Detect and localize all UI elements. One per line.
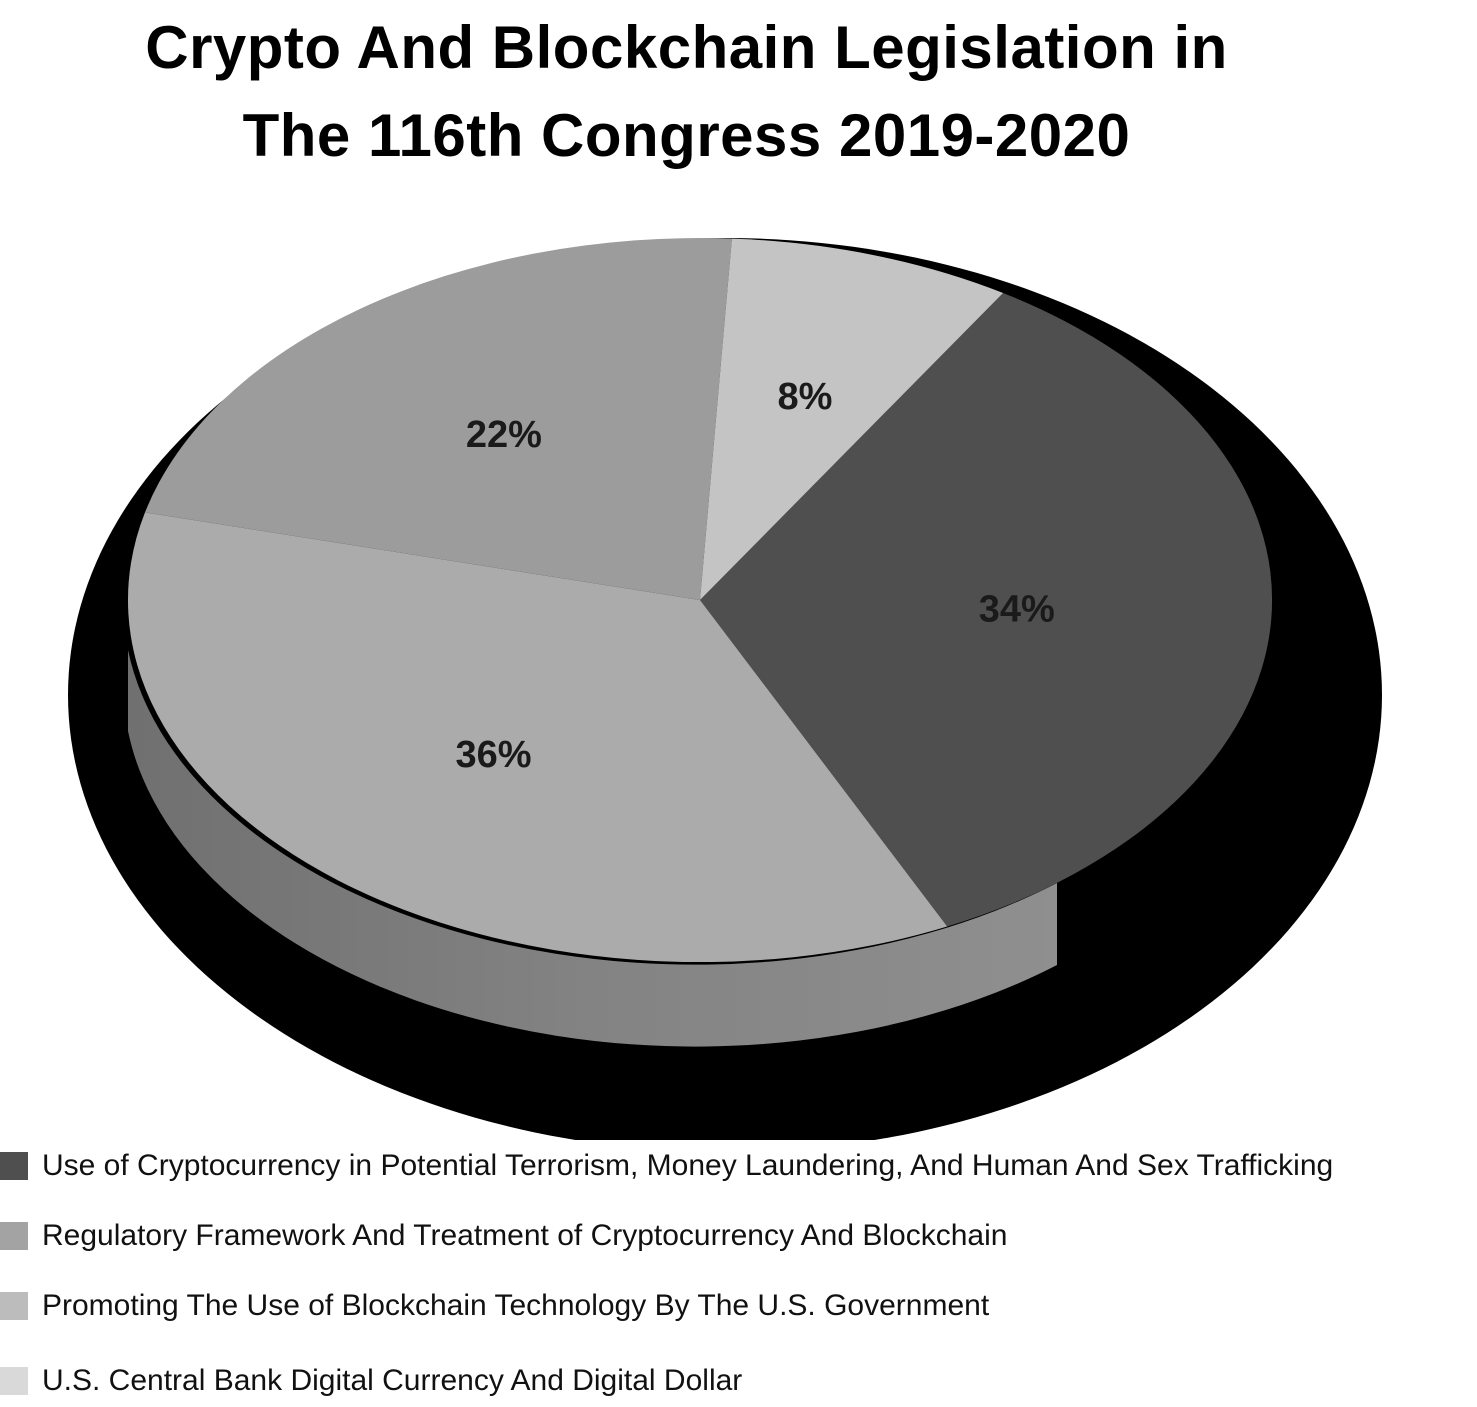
legend-item: Promoting The Use of Blockchain Technolo… <box>0 1289 1477 1332</box>
pie-slice-label: 22% <box>466 414 542 456</box>
legend-label: Promoting The Use of Blockchain Technolo… <box>42 1289 990 1322</box>
pie-slice-label: 34% <box>979 588 1055 630</box>
legend-swatch <box>0 1367 28 1395</box>
legend-label: Use of Cryptocurrency in Potential Terro… <box>42 1149 1334 1182</box>
pie-slice <box>700 238 1004 600</box>
pie-slice <box>700 293 1273 927</box>
legend-item: Use of Cryptocurrency in Potential Terro… <box>0 1149 1477 1192</box>
chart-title-line-1: Crypto And Blockchain Legislation in <box>145 14 1228 81</box>
pie-chart: 34% 36% 22% 8% <box>68 238 1382 1140</box>
legend-item: Regulatory Framework And Treatment of Cr… <box>0 1219 1477 1262</box>
chart-title-line-2: The 116th Congress 2019-2020 <box>242 102 1131 169</box>
pie-slice <box>127 512 948 963</box>
legend-swatch <box>0 1292 28 1320</box>
pie-slice-label: 36% <box>455 734 531 776</box>
legend-label: Regulatory Framework And Treatment of Cr… <box>42 1219 1008 1252</box>
pie-slice <box>145 238 732 600</box>
legend-label: U.S. Central Bank Digital Currency And D… <box>42 1364 743 1397</box>
pie-slice-label: 8% <box>777 376 832 418</box>
pie-side-wall <box>128 650 1057 1047</box>
legend-swatch <box>0 1152 28 1180</box>
chart-title: Crypto And Blockchain Legislation in The… <box>0 4 1373 180</box>
legend-swatch <box>0 1222 28 1250</box>
legend-item: U.S. Central Bank Digital Currency And D… <box>0 1364 1477 1407</box>
